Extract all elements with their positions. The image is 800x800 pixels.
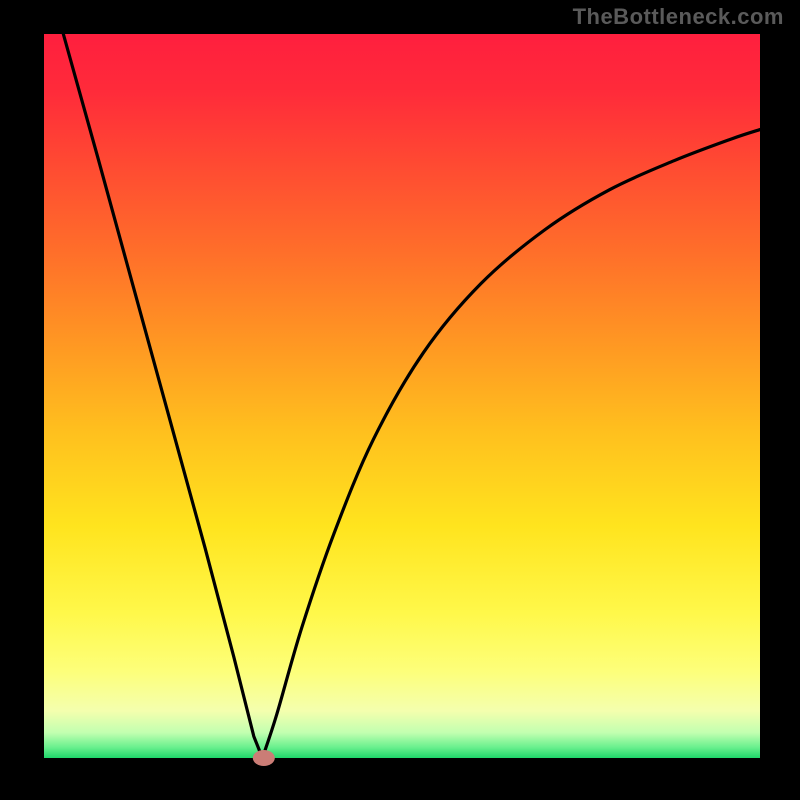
chart-container: { "watermark": { "text": "TheBottleneck.… bbox=[0, 0, 800, 800]
optimum-marker bbox=[253, 750, 275, 766]
chart-gradient-background bbox=[44, 34, 760, 758]
watermark-text: TheBottleneck.com bbox=[573, 4, 784, 30]
bottleneck-chart bbox=[0, 0, 800, 800]
